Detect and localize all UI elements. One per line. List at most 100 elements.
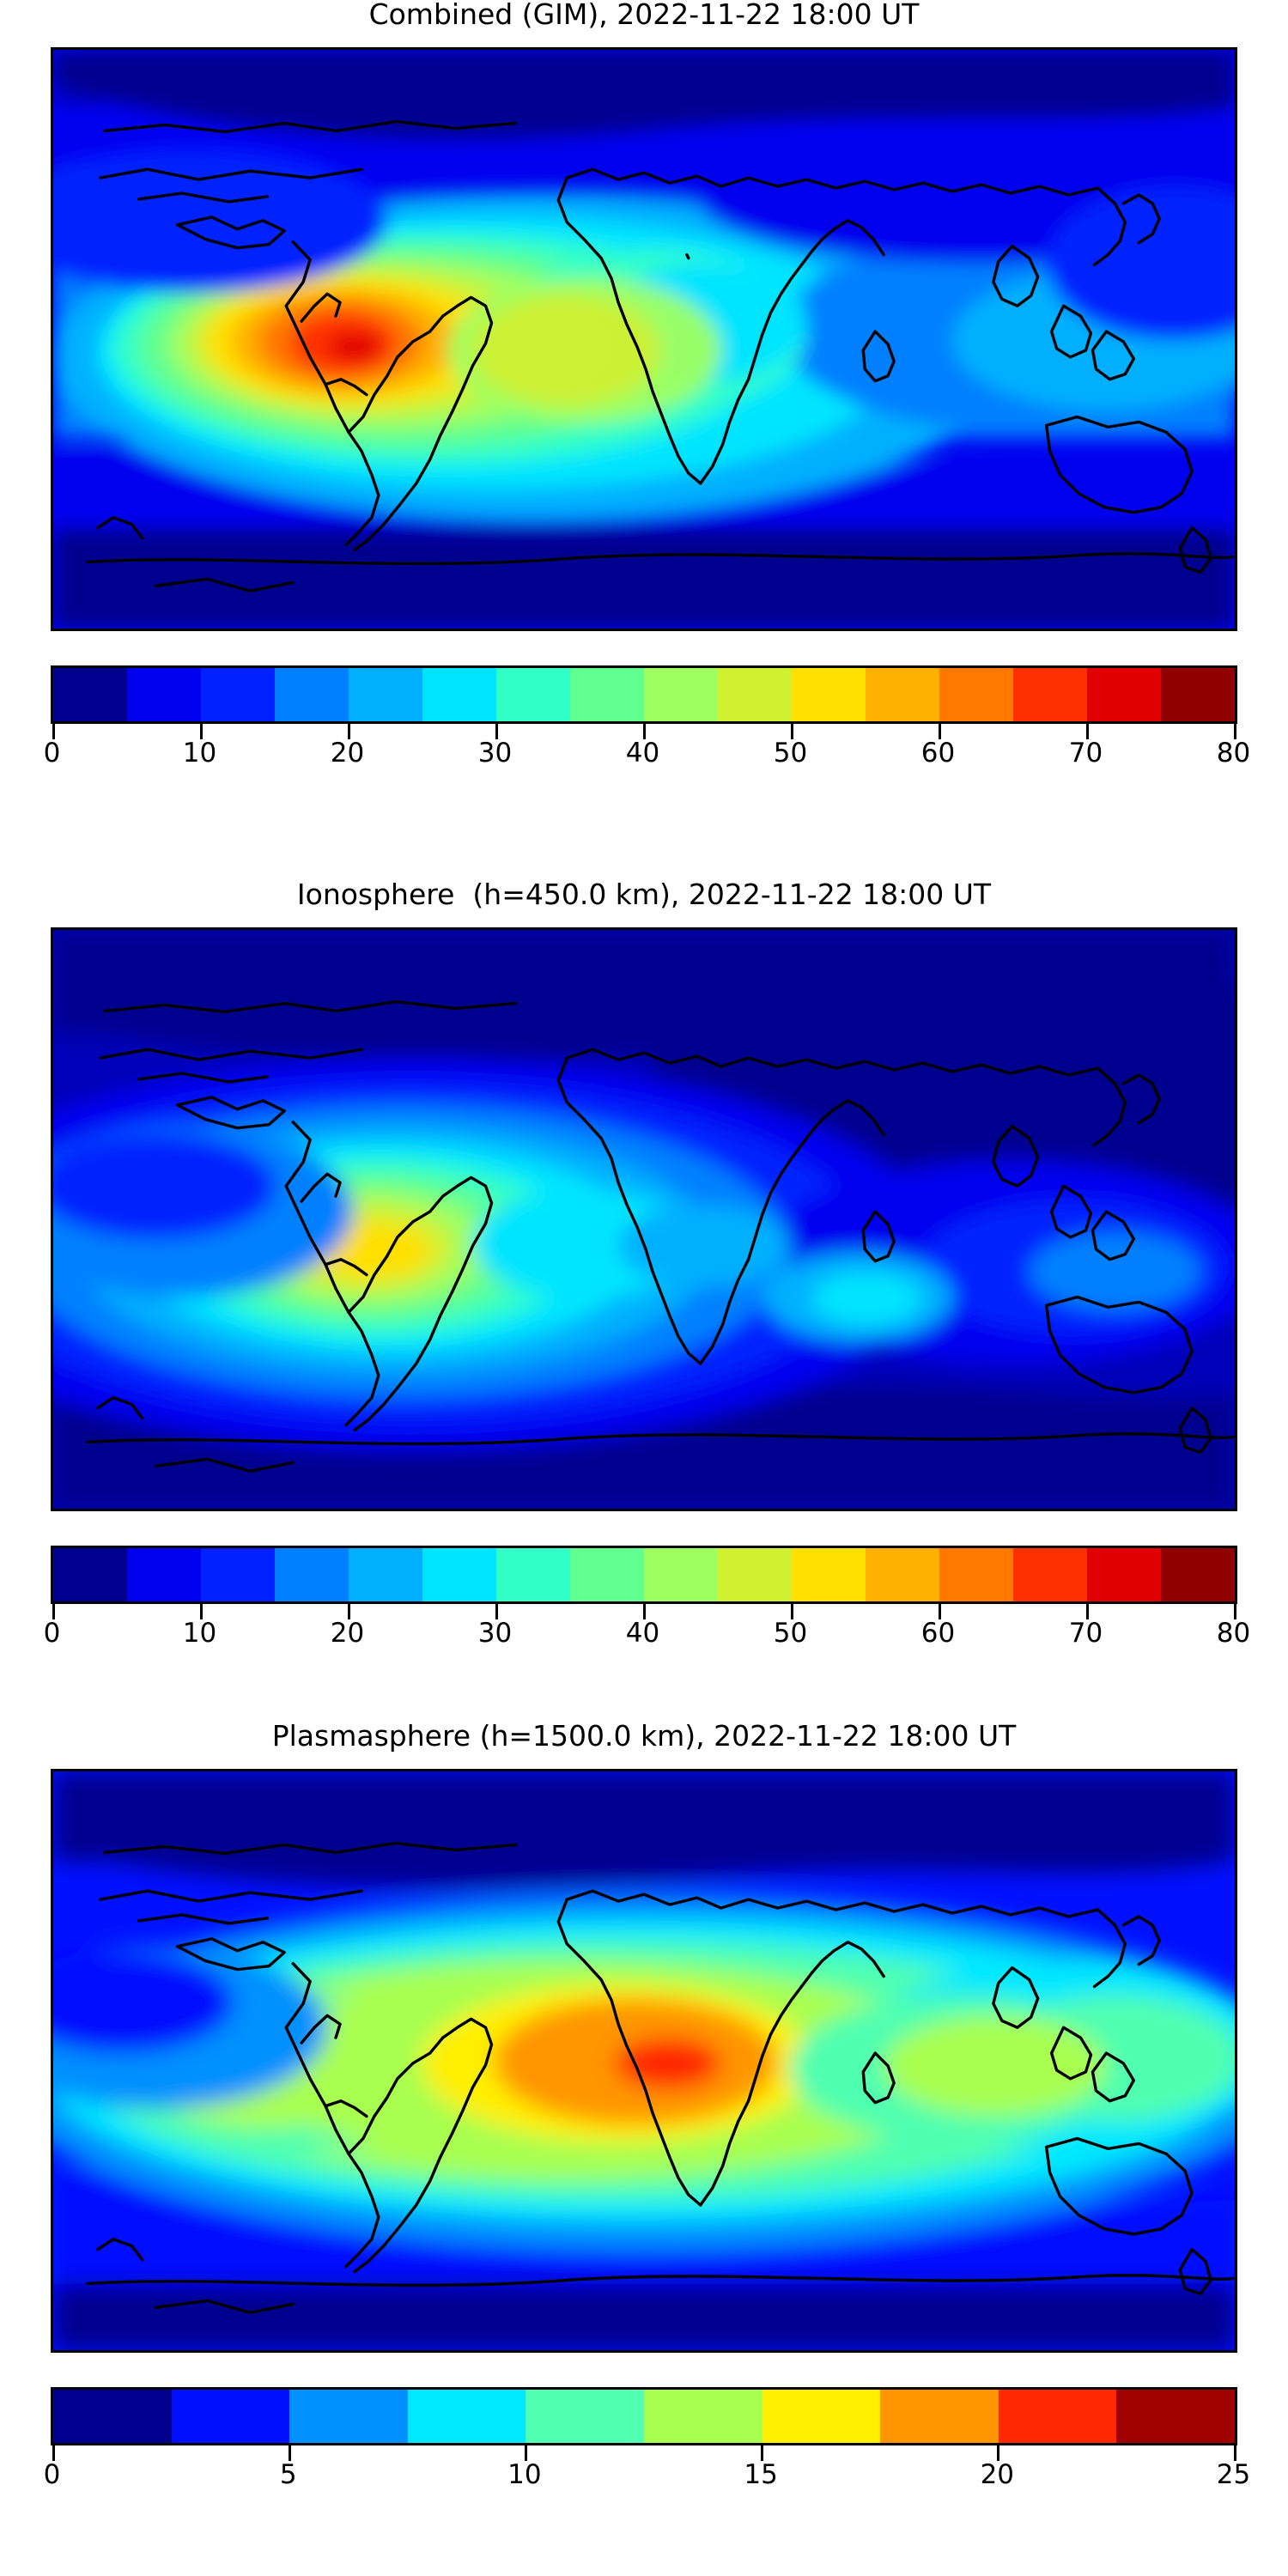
colorbar-tick-label: 40	[625, 738, 660, 769]
colorbar-tick	[495, 724, 498, 739]
colorbar-band	[718, 668, 792, 721]
colorbar-band	[422, 1548, 496, 1601]
colorbar-band	[1087, 668, 1161, 721]
colorbar-band	[1161, 668, 1235, 721]
colorbar-tick-label: 10	[182, 1618, 217, 1649]
colorbar-tick	[52, 724, 55, 739]
colorbar-ionosphere-ticks: 0 10 20 30 40 50 60 70 80	[44, 1604, 1250, 1650]
colorbar-band	[1013, 668, 1087, 721]
colorbar-band	[496, 1548, 570, 1601]
colorbar-tick-label: 30	[477, 738, 513, 769]
colorbar-band	[275, 668, 349, 721]
colorbar-tick-label: 10	[182, 738, 217, 769]
colorbar-tick	[52, 2445, 55, 2461]
colorbar-ionosphere-bar	[51, 1546, 1237, 1604]
panel-title-plasmasphere: Plasmasphere (h=1500.0 km), 2022-11-22 1…	[271, 1719, 1017, 1753]
colorbar-band	[289, 2390, 408, 2443]
colorbar-band	[998, 2390, 1117, 2443]
colorbar-band	[866, 668, 939, 721]
colorbar-tick-label: 10	[507, 2459, 542, 2490]
colorbar-band	[792, 1548, 866, 1601]
colorbar-tick	[790, 724, 793, 739]
colorbar-tick	[1233, 1604, 1236, 1619]
colorbar-band	[53, 2390, 172, 2443]
colorbar-tick-label: 0	[43, 2459, 61, 2490]
panel-title-combined: Combined (GIM), 2022-11-22 18:00 UT	[368, 0, 920, 31]
colorbar-combined-bar	[51, 665, 1237, 724]
colorbar-tick	[199, 724, 203, 739]
colorbar-tick	[938, 724, 941, 739]
colorbar-tick-label: 70	[1068, 738, 1103, 769]
map-canvas-plasmasphere	[53, 1771, 1235, 2350]
colorbar-tick	[790, 1604, 793, 1619]
colorbar-tick	[761, 2445, 764, 2461]
colorbar-tick-label: 50	[773, 1618, 808, 1649]
colorbar-tick-label: 20	[330, 738, 365, 769]
colorbar-tick	[52, 1604, 55, 1619]
colorbar-band	[644, 668, 718, 721]
colorbar-band	[762, 2390, 881, 2443]
colorbar-plasmasphere-bar	[51, 2387, 1237, 2445]
map-plasmasphere	[51, 1769, 1237, 2353]
map-combined-gim	[51, 47, 1237, 631]
colorbar-tick-label: 70	[1068, 1618, 1103, 1649]
colorbar-tick	[288, 2445, 291, 2461]
colorbar-band	[1013, 1548, 1087, 1601]
colorbar-band	[1087, 1548, 1161, 1601]
panel-title-ionosphere: Ionosphere (h=450.0 km), 2022-11-22 18:0…	[296, 878, 992, 911]
colorbar-band	[644, 1548, 718, 1601]
colorbar-band	[570, 668, 644, 721]
colorbar-band	[939, 1548, 1013, 1601]
colorbar-tick-label: 25	[1216, 2459, 1251, 2490]
colorbar-plasmasphere: 0 5 10 15 20 25	[44, 2387, 1250, 2492]
colorbar-tick-label: 30	[477, 1618, 513, 1649]
colorbar-band	[127, 1548, 201, 1601]
colorbar-tick-label: 80	[1216, 1618, 1251, 1649]
colorbar-band	[526, 2390, 644, 2443]
colorbar-combined: 0 10 20 30 40 50 60 70 80	[44, 665, 1250, 770]
colorbar-band	[275, 1548, 349, 1601]
colorbar-tick-label: 0	[43, 1618, 61, 1649]
colorbar-combined-ticks: 0 10 20 30 40 50 60 70 80	[44, 724, 1250, 770]
panel-combined-gim: Combined (GIM), 2022-11-22 18:00 UT	[0, 0, 1288, 770]
colorbar-band	[201, 1548, 275, 1601]
colorbar-tick	[199, 1604, 203, 1619]
colorbar-band	[570, 1548, 644, 1601]
colorbar-ionosphere: 0 10 20 30 40 50 60 70 80	[44, 1546, 1250, 1650]
map-ionosphere	[51, 927, 1237, 1511]
colorbar-tick	[1085, 724, 1089, 739]
colorbar-band	[53, 668, 127, 721]
colorbar-band	[53, 1548, 127, 1601]
colorbar-tick-label: 20	[980, 2459, 1015, 2490]
colorbar-band	[880, 2390, 999, 2443]
colorbar-tick-label: 0	[43, 738, 61, 769]
colorbar-band	[127, 668, 201, 721]
colorbar-tick	[1085, 1604, 1089, 1619]
colorbar-plasmasphere-ticks: 0 5 10 15 20 25	[44, 2445, 1250, 2492]
colorbar-band	[792, 668, 866, 721]
colorbar-band	[349, 668, 422, 721]
colorbar-tick	[997, 2445, 1000, 2461]
colorbar-band	[1161, 1548, 1235, 1601]
colorbar-tick	[524, 2445, 527, 2461]
map-canvas-ionosphere	[53, 930, 1235, 1509]
colorbar-tick	[642, 724, 646, 739]
colorbar-band	[201, 668, 275, 721]
colorbar-band	[718, 1548, 792, 1601]
colorbar-band	[496, 668, 570, 721]
colorbar-tick-label: 20	[330, 1618, 365, 1649]
colorbar-tick-label: 50	[773, 738, 808, 769]
colorbar-tick-label: 60	[920, 1618, 956, 1649]
colorbar-tick	[642, 1604, 646, 1619]
colorbar-band	[939, 668, 1013, 721]
colorbar-tick	[1233, 724, 1236, 739]
colorbar-tick-label: 40	[625, 1618, 660, 1649]
colorbar-band	[643, 2390, 762, 2443]
colorbar-band	[1116, 2390, 1235, 2443]
colorbar-band	[349, 1548, 422, 1601]
panel-plasmasphere: Plasmasphere (h=1500.0 km), 2022-11-22 1…	[0, 1722, 1288, 2492]
colorbar-tick	[938, 1604, 941, 1619]
colorbar-tick	[495, 1604, 498, 1619]
colorbar-tick-label: 60	[920, 738, 956, 769]
colorbar-tick	[347, 1604, 350, 1619]
